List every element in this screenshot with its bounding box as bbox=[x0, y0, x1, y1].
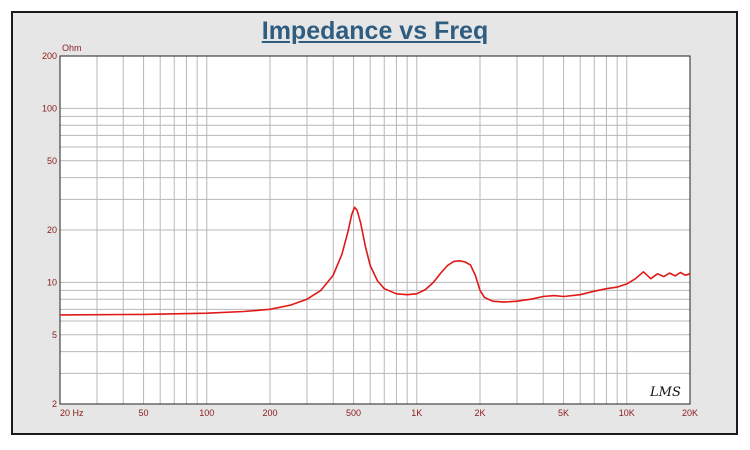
y-tick-label: 100 bbox=[42, 103, 57, 113]
y-tick-label: 2 bbox=[52, 399, 57, 409]
y-tick-label: 20 bbox=[47, 225, 57, 235]
x-tick-label: 20 Hz bbox=[60, 408, 84, 418]
x-tick-label: 2K bbox=[474, 408, 485, 418]
x-tick-label: 5K bbox=[558, 408, 569, 418]
lms-watermark: LMS bbox=[649, 385, 681, 400]
x-tick-label: 50 bbox=[139, 408, 149, 418]
y-tick-label: 5 bbox=[52, 330, 57, 340]
y-axis-label: Ohm bbox=[62, 43, 82, 53]
x-tick-label: 200 bbox=[262, 408, 277, 418]
x-tick-label: 20K bbox=[682, 408, 698, 418]
x-tick-label: 10K bbox=[619, 408, 635, 418]
impedance-curve bbox=[59, 206, 691, 316]
chart-title: Impedance vs Freq bbox=[261, 17, 489, 45]
y-tick-label: 10 bbox=[47, 277, 57, 287]
x-tick-label: 500 bbox=[346, 408, 361, 418]
x-tick-label: 1K bbox=[411, 408, 422, 418]
plot-border bbox=[59, 55, 691, 405]
y-tick-label: 50 bbox=[47, 156, 57, 166]
x-tick-label: 100 bbox=[199, 408, 214, 418]
y-tick-label: 200 bbox=[42, 51, 57, 61]
